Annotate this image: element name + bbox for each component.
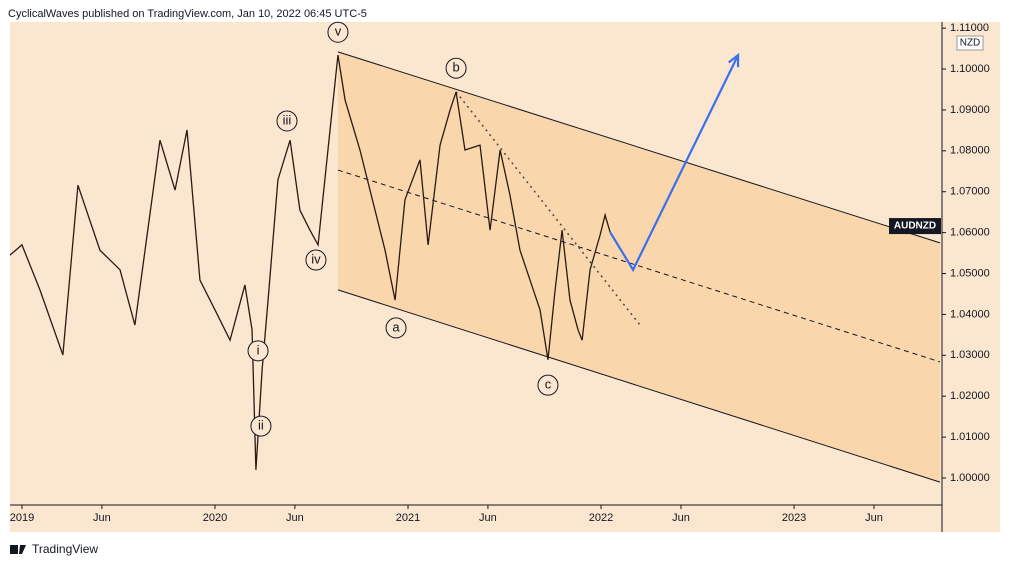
wave-label: iii (283, 112, 292, 127)
y-tick-label: 1.04000 (950, 308, 990, 320)
y-tick-label: 1.03000 (950, 349, 990, 361)
channel-fill (337, 51, 941, 483)
x-tick-label: Jun (93, 512, 111, 524)
x-tick-label: Jun (479, 512, 497, 524)
wave-label: a (392, 319, 400, 334)
y-tick-label: 1.06000 (950, 227, 990, 239)
wave-label-circle (385, 317, 407, 339)
x-tick-label: 2023 (782, 512, 806, 524)
wave-label: ii (258, 418, 264, 433)
y-tick-label: 1.09000 (950, 104, 990, 116)
price-tag-bg (889, 218, 941, 235)
projection (609, 54, 740, 273)
plot: 1.00000 1.01000 1.02000 1.03000 1.04000 1.050… (9, 21, 1000, 532)
tv-logo (10, 545, 26, 554)
x-tick-label: 2022 (589, 512, 613, 524)
x-tick-label: Jun (865, 512, 883, 524)
footer-brand: TradingView (32, 542, 98, 556)
logo-mark (19, 545, 26, 554)
wave-label-circle (250, 415, 272, 437)
wave-label-circle (537, 374, 559, 396)
channel-upper (337, 51, 941, 244)
y-tick-label: 1.11000 (950, 22, 989, 34)
logo-mark (10, 545, 18, 554)
wave-label: v (335, 24, 342, 39)
wave-label: i (257, 342, 260, 357)
y-tick-label: 1.10000 (950, 63, 990, 75)
wave-label-circle (327, 21, 349, 43)
unit-box-bg (956, 35, 984, 51)
projection-arrowhead (727, 52, 740, 68)
x-tick-label: Jun (286, 512, 304, 524)
channel-median (337, 169, 941, 363)
x-tick-label: Jun (672, 512, 690, 524)
x-tick-label: 2019 (10, 512, 34, 524)
wave-label-circle (247, 340, 269, 362)
trendline (455, 91, 641, 326)
y-tick-label: 1.02000 (950, 390, 990, 402)
y-unit: NZD (960, 38, 981, 49)
wave-label-circle (276, 110, 298, 132)
x-tick-label: 2021 (396, 512, 420, 524)
wave-label-circle (305, 249, 327, 271)
channel-lower (337, 289, 941, 483)
price-line (9, 55, 611, 470)
unit-box: NZD (956, 35, 984, 51)
y-tick-label: 1.05000 (950, 267, 990, 279)
wave-label: c (545, 377, 552, 392)
price-tag: AUDNZD (894, 221, 936, 232)
x-tick-label: 2020 (203, 512, 227, 524)
y-tick-label: 1.01000 (950, 431, 990, 443)
publish-info: CyclicalWaves published on TradingView.c… (8, 8, 367, 20)
wave-label: b (452, 60, 459, 75)
y-tick-label: 1.00000 (950, 472, 990, 484)
y-tick-label: 1.08000 (950, 145, 990, 157)
wave-label: iv (311, 251, 321, 266)
wave-label-circle (445, 57, 467, 79)
y-tick-label: 1.07000 (950, 186, 990, 198)
